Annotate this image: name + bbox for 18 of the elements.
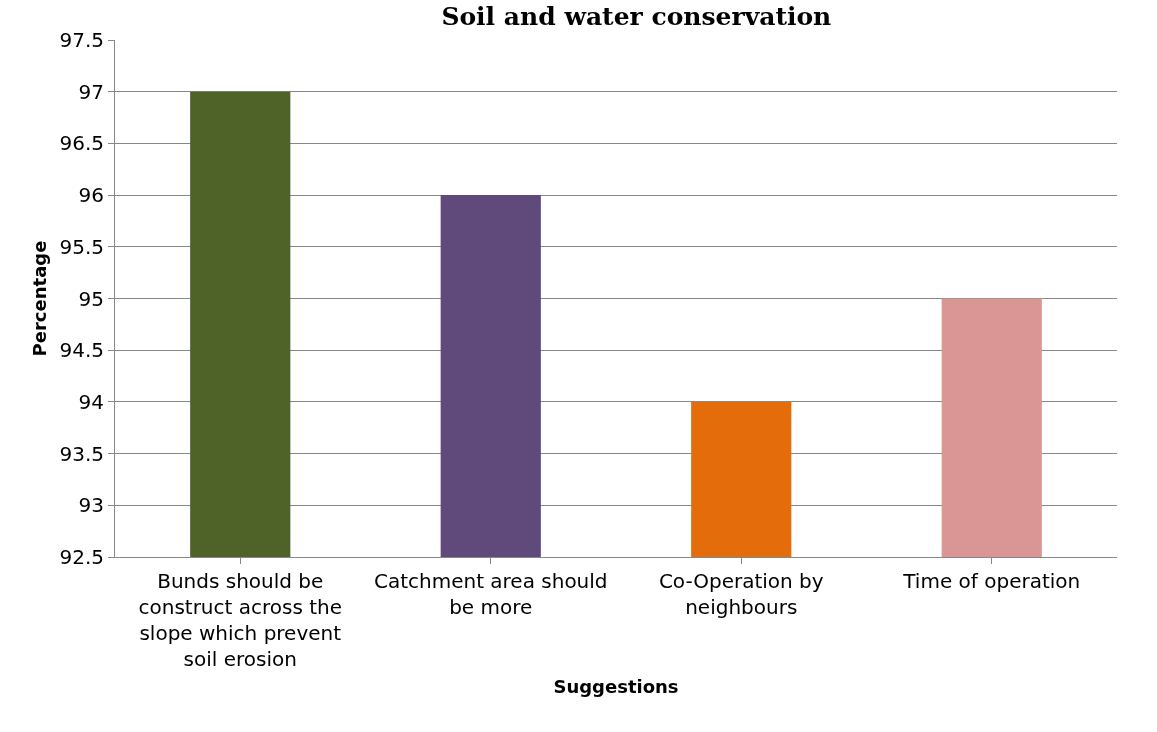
y-tick-label: 94 [78, 389, 104, 414]
x-tick-label: Catchment area should be more [373, 569, 608, 619]
y-tick-label: 95 [78, 286, 104, 311]
y-tick-label: 93.5 [59, 441, 104, 466]
y-tick-label: 97.5 [59, 28, 104, 52]
y-tick-label: 93 [78, 493, 104, 518]
y-axis-title: Percentage [28, 240, 50, 357]
y-tick-label: 92.5 [59, 545, 104, 569]
y-tick-label: 96.5 [59, 131, 104, 156]
x-axis-title: Suggestions [553, 676, 679, 698]
y-tick-label: 97 [78, 79, 104, 104]
y-tick-label: 94.5 [59, 338, 104, 363]
y-tick-label: 95.5 [59, 234, 104, 259]
chart-title: Soil and water conservation [441, 1, 832, 31]
y-tick-label: 96 [78, 183, 104, 208]
x-tick-label: Time of operation [902, 569, 1081, 593]
x-tick-label: Co-Operation by neighbours [658, 569, 824, 619]
x-tick-label: Bunds should be construct across the slope which prevent soil erosion [138, 569, 343, 671]
